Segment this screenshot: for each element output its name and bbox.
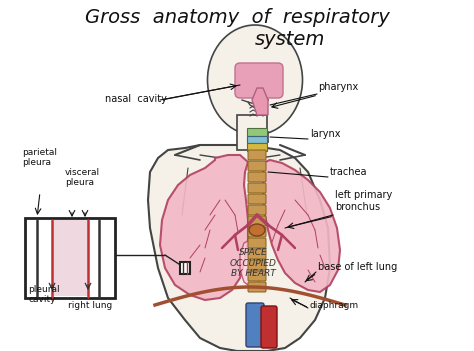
FancyBboxPatch shape <box>248 260 266 270</box>
FancyBboxPatch shape <box>248 172 266 182</box>
FancyBboxPatch shape <box>248 249 266 259</box>
Text: right lung: right lung <box>68 301 112 310</box>
FancyBboxPatch shape <box>261 306 277 348</box>
Bar <box>237 115 267 150</box>
Polygon shape <box>160 155 248 300</box>
FancyBboxPatch shape <box>246 303 264 347</box>
FancyBboxPatch shape <box>248 238 266 248</box>
Bar <box>247 143 267 151</box>
Text: Gross  anatomy  of  respiratory: Gross anatomy of respiratory <box>85 8 389 27</box>
Polygon shape <box>240 240 260 290</box>
Polygon shape <box>252 88 268 115</box>
FancyBboxPatch shape <box>248 216 266 226</box>
Ellipse shape <box>249 224 265 236</box>
FancyBboxPatch shape <box>235 63 283 98</box>
Text: visceral
pleura: visceral pleura <box>65 167 100 187</box>
FancyBboxPatch shape <box>248 282 266 292</box>
Text: base of left lung: base of left lung <box>318 262 397 272</box>
FancyBboxPatch shape <box>248 183 266 193</box>
Bar <box>247 128 267 136</box>
FancyBboxPatch shape <box>248 271 266 281</box>
Text: system: system <box>255 30 325 49</box>
FancyBboxPatch shape <box>248 194 266 204</box>
Text: diaphragm: diaphragm <box>310 301 359 310</box>
FancyBboxPatch shape <box>248 150 266 160</box>
Text: left primary
bronchus: left primary bronchus <box>335 190 392 212</box>
Text: pleural
cavity: pleural cavity <box>28 285 60 304</box>
Ellipse shape <box>208 25 302 135</box>
Bar <box>52 220 88 296</box>
Text: pharynx: pharynx <box>318 82 358 92</box>
FancyBboxPatch shape <box>248 227 266 237</box>
Polygon shape <box>148 145 330 351</box>
Text: SPACE
OCCUPIED
BY HEART: SPACE OCCUPIED BY HEART <box>229 248 276 278</box>
Polygon shape <box>263 160 340 292</box>
Bar <box>247 136 267 143</box>
Bar <box>25 218 115 298</box>
FancyBboxPatch shape <box>248 161 266 171</box>
Bar <box>180 262 190 274</box>
Text: trachea: trachea <box>330 167 367 177</box>
Text: parietal
pleura: parietal pleura <box>22 148 57 167</box>
Text: larynx: larynx <box>310 129 340 139</box>
Text: nasal  cavity: nasal cavity <box>105 94 167 104</box>
FancyBboxPatch shape <box>248 205 266 215</box>
